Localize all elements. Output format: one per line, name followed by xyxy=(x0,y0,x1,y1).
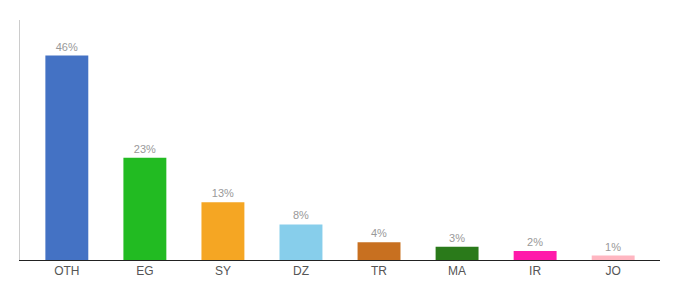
svg-text:IR: IR xyxy=(529,264,541,278)
svg-text:4%: 4% xyxy=(371,227,387,239)
svg-text:TR: TR xyxy=(371,264,387,278)
svg-text:SY: SY xyxy=(215,264,231,278)
svg-text:13%: 13% xyxy=(212,187,234,199)
svg-text:EG: EG xyxy=(136,264,153,278)
svg-text:3%: 3% xyxy=(449,232,465,244)
svg-text:2%: 2% xyxy=(527,236,543,248)
svg-text:1%: 1% xyxy=(605,241,621,253)
svg-text:OTH: OTH xyxy=(54,264,79,278)
svg-text:JO: JO xyxy=(605,264,620,278)
svg-text:46%: 46% xyxy=(56,41,78,53)
svg-text:8%: 8% xyxy=(293,209,309,221)
svg-text:23%: 23% xyxy=(134,143,156,155)
svg-text:MA: MA xyxy=(448,264,466,278)
svg-text:DZ: DZ xyxy=(293,264,309,278)
